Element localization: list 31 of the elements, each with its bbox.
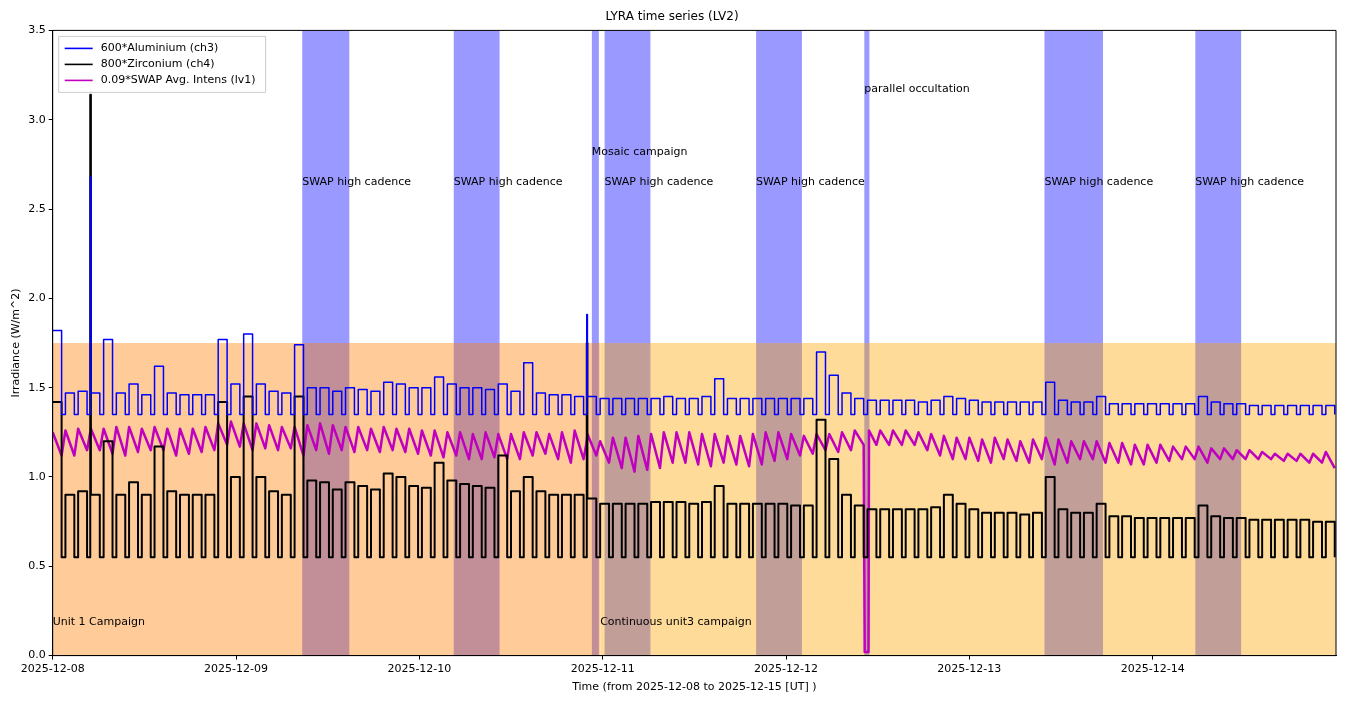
annotation: SWAP high cadence	[1195, 175, 1305, 189]
annotation: Mosaic campaign	[591, 144, 688, 158]
y-axis-title: Irradiance (W/m^2)	[9, 288, 23, 398]
x-tick-label: 2025-12-10	[387, 662, 452, 676]
legend-label: 800*Zirconium (ch4)	[100, 57, 215, 71]
x-tick-label: 2025-12-13	[937, 662, 1002, 676]
annotation: SWAP high cadence	[302, 175, 412, 189]
x-tick-label: 2025-12-14	[1120, 662, 1185, 676]
annotation: Continuous unit3 campaign	[600, 614, 752, 628]
y-tick-label: 3.5	[28, 23, 46, 37]
annotation: SWAP high cadence	[756, 175, 866, 189]
y-tick-label: 3.0	[28, 112, 46, 126]
y-tick-label: 1.0	[28, 469, 46, 483]
legend-label: 0.09*SWAP Avg. Intens (lv1)	[100, 73, 256, 87]
legend-label: 600*Aluminium (ch3)	[100, 41, 219, 55]
x-tick-label: 2025-12-12	[754, 662, 818, 676]
annotation: SWAP high cadence	[453, 175, 563, 189]
annotation: Unit 1 Campaign	[52, 614, 145, 628]
y-tick-label: 0.0	[28, 648, 46, 662]
annotation: parallel occultation	[864, 82, 970, 96]
annotation: SWAP high cadence	[1044, 175, 1154, 189]
annotation: SWAP high cadence	[604, 175, 714, 189]
chart-title: LYRA time series (LV2)	[605, 9, 739, 24]
y-tick-label: 2.5	[28, 201, 46, 215]
x-tick-label: 2025-12-11	[570, 662, 635, 676]
x-tick-label: 2025-12-08	[20, 662, 85, 676]
y-tick-label: 2.0	[28, 291, 46, 305]
x-tick-label: 2025-12-09	[204, 662, 268, 676]
y-tick-label: 0.5	[28, 559, 46, 573]
y-tick-label: 1.5	[28, 380, 46, 394]
x-axis-title: Time (from 2025-12-08 to 2025-12-15 [UT] )	[571, 680, 817, 694]
